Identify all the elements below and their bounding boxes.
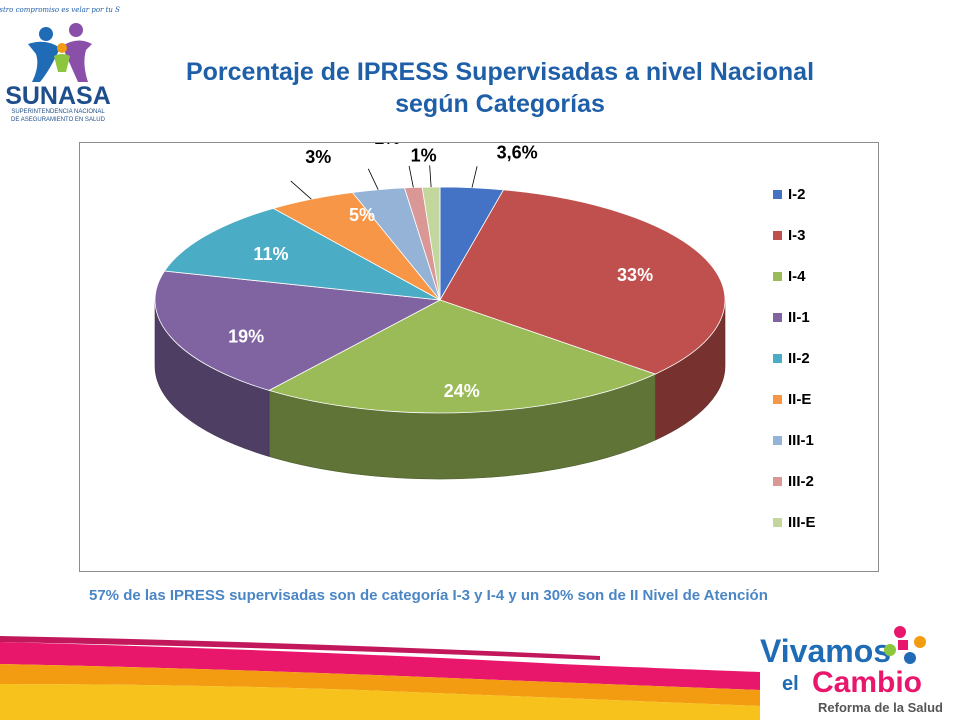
pie-chart: 3,6% 33% 24% 19% 11% 5% 3% 1% 1% I-2 I-3 I-4 II-1 II-… [79,142,879,572]
data-label-II-1: 19% [228,327,264,347]
legend-swatch-II-2 [773,354,782,363]
legend-label-III-E: III-E [788,514,816,531]
legend-label-II-E: II-E [788,391,811,408]
sunasa-figures-icon [28,23,92,82]
legend-swatch-II-1 [773,313,782,322]
caption-text: 57% de las IPRESS supervisadas son de ca… [89,587,768,604]
leader-line-II-E [290,180,312,200]
page-title: Porcentaje de IPRESS Supervisadas a nive… [150,56,850,120]
el-word: el [782,673,799,695]
title-line-2: según Categorías [395,90,605,118]
cambio-word: Cambio [812,666,922,699]
leader-line-I-2 [471,166,478,188]
legend-label-II-2: II-2 [788,350,810,367]
data-label-I-4: 24% [444,381,480,401]
pie-slice-I-3 [439,189,726,375]
legend-swatch-III-E [773,518,782,527]
title-line-1: Porcentaje de IPRESS Supervisadas a nive… [185,58,815,86]
sunasa-sub2: DE ASEGURAMIENTO EN SALUD [11,117,106,123]
data-label-I-2: 3,6% [497,143,538,162]
data-label-II-E: 5% [349,205,375,225]
sunasa-motto: Nuestro compromiso es velar por tu Salud [0,6,120,14]
sunasa-sub1: SUPERINTENDENCIA NACIONAL [11,109,105,115]
legend-swatch-II-E [773,395,782,404]
sunasa-logo: Nuestro compromiso es velar por tu Salud… [0,6,120,123]
legend-label-III-2: III-2 [788,473,814,490]
data-label-III-1: 3% [305,147,331,167]
vivamos-el-cambio-logo: Vivamos el Cambio Reforma de la Salud [760,626,943,715]
chart-legend: I-2 I-3 I-4 II-1 II-2 II-E III-1 III-2 III-E [773,186,816,531]
leader-line-III-1 [367,168,379,190]
bottom-stripes [0,636,760,720]
leader-line-III-E [429,165,432,188]
leader-line-III-2 [408,165,414,188]
health-cross-icon [884,626,926,664]
data-label-III-2: 1% [374,143,400,148]
pie-slice-II-1 [154,270,442,391]
legend-label-III-1: III-1 [788,432,814,449]
legend-swatch-I-2 [773,190,782,199]
pie-slice-I-4 [267,299,657,414]
legend-swatch-I-3 [773,231,782,240]
legend-swatch-III-1 [773,436,782,445]
legend-label-I-3: I-3 [788,227,806,244]
legend-label-II-1: II-1 [788,309,810,326]
legend-swatch-III-2 [773,477,782,486]
pie-slice-II-2 [163,207,441,301]
data-label-I-3: 33% [617,265,653,285]
data-label-II-2: 11% [253,244,288,264]
pie-chart-svg: 3,6% 33% 24% 19% 11% 5% 3% 1% 1% I-2 I-3 I-4 II-1 II-… [154,143,816,531]
legend-label-I-4: I-4 [788,268,806,285]
data-label-III-E: 1% [411,145,437,165]
legend-label-I-2: I-2 [788,186,806,203]
reforma-word: Reforma de la Salud [818,700,943,715]
sunasa-name: SUNASA [5,82,111,110]
legend-swatch-I-4 [773,272,782,281]
vivamos-word: Vivamos [760,633,891,669]
